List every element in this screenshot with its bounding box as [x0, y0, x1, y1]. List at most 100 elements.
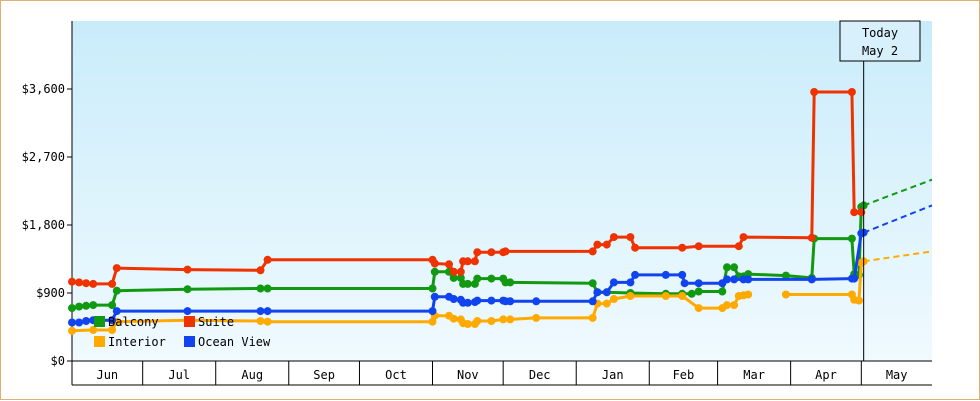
data-point-suite	[810, 88, 819, 96]
y-tick-label: $1,800	[22, 218, 65, 232]
data-point-balcony	[82, 301, 91, 310]
today-box	[839, 20, 921, 62]
data-point-suite	[588, 247, 597, 256]
data-point-suite	[445, 260, 453, 269]
data-point-ocean-view	[112, 307, 121, 316]
y-axis: $0 $900 $1,800 $2,700 $3,600	[22, 21, 73, 368]
data-point-ocean-view	[744, 275, 753, 284]
data-point-balcony	[430, 267, 439, 276]
data-point-ocean-view	[183, 307, 192, 316]
data-point-balcony	[694, 287, 703, 296]
data-point-ocean-view	[108, 316, 117, 325]
data-point-interior	[256, 317, 265, 325]
legend-label-interior: Interior	[108, 335, 166, 349]
data-point-suite	[694, 242, 703, 251]
data-point-ocean-view	[661, 270, 670, 279]
x-tick-label: Jan	[602, 368, 624, 382]
data-point-balcony	[68, 304, 76, 313]
data-point-ocean-view	[75, 318, 84, 327]
data-point-ocean-view	[588, 297, 597, 306]
data-point-ocean-view	[593, 288, 602, 297]
data-point-interior	[89, 326, 98, 334]
data-point-interior	[588, 313, 597, 322]
data-point-suite	[256, 266, 265, 275]
x-tick-label: Apr	[815, 368, 837, 382]
data-point-suite	[183, 265, 192, 274]
today-label: Today	[862, 26, 898, 40]
data-point-suite	[112, 264, 121, 273]
data-point-suite	[473, 248, 482, 257]
data-point-interior	[499, 315, 508, 324]
legend-swatch-ocean-view	[184, 336, 195, 347]
data-point-balcony	[718, 287, 727, 296]
x-tick-label: Nov	[457, 368, 479, 382]
data-point-balcony	[183, 285, 192, 294]
x-tick-label: Mar	[743, 368, 765, 382]
legend-label-ocean-view: Ocean View	[198, 335, 271, 349]
data-point-suite	[678, 243, 687, 252]
data-point-interior	[473, 317, 482, 325]
data-point-interior	[449, 314, 458, 323]
x-axis: Jun Jul Aug Sep Oct Nov Dec Jan Feb Mar Apr May	[71, 360, 932, 386]
x-tick-label: Sep	[313, 368, 335, 382]
today-date: May 2	[862, 44, 898, 58]
data-point-balcony	[473, 274, 482, 283]
legend-swatch-suite	[184, 316, 195, 327]
data-point-balcony	[730, 263, 739, 272]
data-point-balcony	[428, 284, 437, 293]
data-point-suite	[470, 257, 479, 266]
data-point-suite	[456, 267, 465, 276]
data-point-suite	[501, 247, 510, 256]
data-point-suite	[807, 233, 816, 242]
data-point-suite	[108, 279, 117, 288]
data-point-ocean-view	[463, 298, 472, 307]
data-point-interior	[694, 304, 703, 313]
legend-swatch-interior	[94, 336, 105, 347]
data-point-ocean-view	[694, 279, 703, 288]
today-marker: Today May 2	[839, 20, 921, 361]
data-point-ocean-view	[602, 288, 611, 297]
data-point-ocean-view	[626, 278, 635, 287]
data-point-balcony	[89, 301, 98, 310]
y-tick-label: $2,700	[22, 150, 65, 164]
data-point-ocean-view	[730, 275, 739, 284]
data-point-suite	[602, 240, 611, 249]
data-point-balcony	[487, 274, 496, 283]
y-tick-label: $0	[51, 354, 65, 368]
data-point-ocean-view	[449, 295, 458, 303]
forecast-line-interior	[863, 250, 933, 263]
data-point-suite	[739, 233, 748, 242]
data-point-ocean-view	[263, 307, 272, 316]
data-point-interior	[661, 292, 670, 300]
data-point-ocean-view	[82, 317, 91, 325]
data-point-balcony	[263, 284, 272, 293]
data-point-interior	[626, 292, 635, 300]
legend-label-suite: Suite	[198, 315, 234, 329]
data-point-interior	[744, 290, 753, 299]
data-point-interior	[108, 326, 117, 334]
data-point-interior	[602, 299, 611, 308]
y-tick-label: $900	[36, 286, 65, 300]
data-point-suite	[430, 259, 439, 268]
data-point-ocean-view	[473, 296, 482, 305]
data-point-balcony	[112, 286, 121, 295]
series-layer	[68, 88, 933, 335]
data-point-ocean-view	[506, 297, 515, 306]
x-tick-label: Jul	[168, 368, 190, 382]
x-tick-label: Jun	[96, 368, 118, 382]
data-point-suite	[609, 233, 618, 242]
data-point-interior	[68, 326, 76, 335]
data-point-interior	[263, 317, 272, 326]
data-point-suite	[631, 243, 640, 252]
data-point-balcony	[847, 234, 856, 243]
data-point-ocean-view	[68, 318, 76, 327]
x-tick-label: May	[886, 368, 908, 382]
data-point-ocean-view	[430, 292, 439, 301]
forecast-line-ocean-view	[863, 204, 933, 234]
data-point-balcony	[75, 302, 84, 311]
data-point-balcony	[256, 284, 265, 293]
data-point-suite	[850, 208, 859, 217]
data-point-interior	[730, 301, 739, 310]
data-point-balcony	[687, 289, 696, 298]
